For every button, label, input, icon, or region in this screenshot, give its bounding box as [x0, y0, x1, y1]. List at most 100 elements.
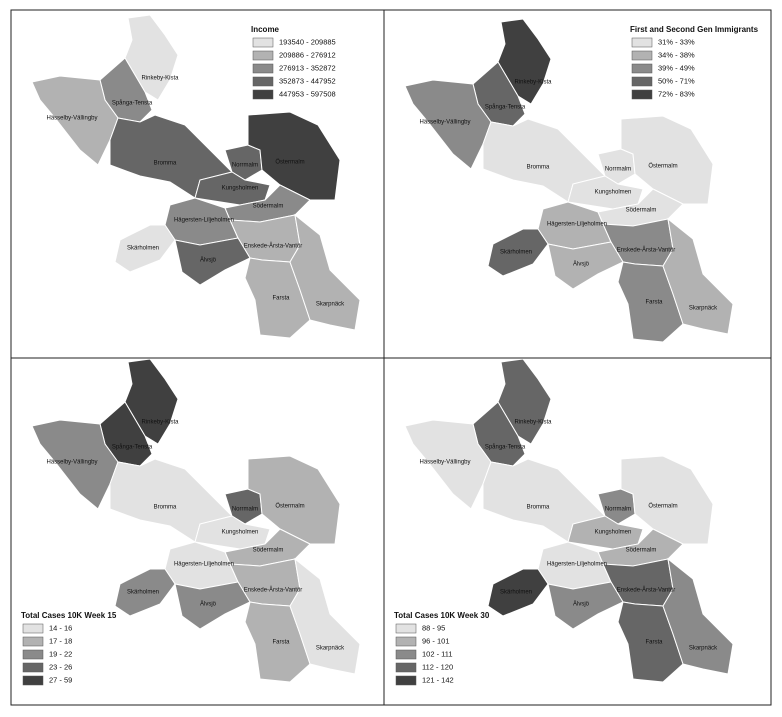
- district-label: Bromma: [154, 161, 177, 167]
- district-label: Östermalm: [275, 159, 304, 166]
- legend-label: 50% - 71%: [658, 76, 695, 85]
- district: [124, 358, 179, 445]
- district-label: Skarpnäck: [689, 646, 718, 652]
- map-panel: Rinkeby-Kista Spånga-Tensta Hässelby-Välli…: [31, 14, 361, 339]
- district-label: Farsta: [272, 640, 290, 646]
- district-label: Rinkeby-Kista: [514, 420, 552, 426]
- district-label: Södermalm: [253, 204, 284, 210]
- district: [662, 217, 734, 335]
- district-label: Norrmalm: [605, 507, 631, 513]
- district-label: Hägersten-Liljeholmen: [174, 562, 234, 568]
- district-label: Enskede-Årsta-Vantör: [617, 247, 676, 254]
- district: [289, 213, 361, 331]
- district: [547, 241, 624, 290]
- map-panel: Rinkeby-Kista Spånga-Tensta Hässelby-Välli…: [404, 18, 734, 343]
- district-label: Norrmalm: [232, 507, 258, 513]
- district-label: Kungsholmen: [595, 190, 632, 196]
- legend-label: 102 - 111: [422, 649, 453, 658]
- district-label: Norrmalm: [605, 167, 631, 173]
- district-label: Hägersten-Liljeholmen: [547, 562, 607, 568]
- legend-swatch: [395, 649, 417, 660]
- district-label: Spånga-Tensta: [112, 100, 153, 107]
- legend-swatch: [631, 37, 653, 48]
- legend-label: 39% - 49%: [658, 63, 695, 72]
- legend-title: Income: [251, 25, 280, 34]
- legend-title: Total Cases 10K Week 30: [394, 611, 490, 620]
- district-label: Hässelby-Vällingby: [419, 120, 470, 126]
- district: [114, 568, 176, 617]
- district-label: Hägersten-Liljeholmen: [547, 222, 607, 228]
- district-label: Skarpnäck: [316, 646, 345, 652]
- legend-label: 23 - 26: [49, 662, 72, 671]
- legend-swatch: [22, 636, 44, 647]
- district-label: Norrmalm: [232, 163, 258, 169]
- district-label: Farsta: [272, 296, 290, 302]
- legend-label: 72% - 83%: [658, 89, 695, 98]
- legend-swatch: [22, 675, 44, 686]
- district-label: Spånga-Tensta: [485, 444, 526, 451]
- district: [617, 601, 684, 683]
- legend-title: First and Second Gen Immigrants: [630, 25, 759, 34]
- legend-swatch: [395, 636, 417, 647]
- district-label: Östermalm: [648, 503, 677, 510]
- district-label: Hässelby-Vällingby: [46, 116, 97, 122]
- legend-swatch: [252, 63, 274, 74]
- legend-swatch: [252, 89, 274, 100]
- district-label: Älvsjö: [200, 601, 217, 608]
- district-label: Enskede-Årsta-Vantör: [244, 243, 303, 250]
- district: [662, 557, 734, 675]
- district-label: Östermalm: [275, 503, 304, 510]
- legend-swatch: [631, 63, 653, 74]
- legend-label: 31% - 33%: [658, 37, 695, 46]
- legend-label: 121 - 142: [422, 675, 454, 684]
- legend-label: 96 - 101: [422, 636, 450, 645]
- district-label: Spånga-Tensta: [112, 444, 153, 451]
- district: [244, 601, 311, 683]
- district: [124, 14, 179, 101]
- district: [497, 18, 552, 105]
- district-label: Rinkeby-Kista: [514, 80, 552, 86]
- legend-label: 34% - 38%: [658, 50, 695, 59]
- district-label: Östermalm: [648, 163, 677, 170]
- legend-label: 17 - 18: [49, 636, 72, 645]
- district-label: Skarpnäck: [316, 302, 345, 308]
- district-label: Hässelby-Vällingby: [46, 460, 97, 466]
- legend-label: 19 - 22: [49, 649, 72, 658]
- district-label: Södermalm: [253, 548, 284, 554]
- district: [497, 358, 552, 445]
- legend-label: 447953 - 597508: [279, 89, 336, 98]
- district-label: Skärholmen: [500, 250, 532, 256]
- district-label: Älvsjö: [573, 261, 590, 268]
- district-label: Södermalm: [626, 548, 657, 554]
- legend-swatch: [631, 89, 653, 100]
- legend-label: 209886 - 276912: [279, 50, 336, 59]
- district-label: Farsta: [645, 300, 663, 306]
- legend-title: Total Cases 10K Week 15: [21, 611, 117, 620]
- legend-label: 88 - 95: [422, 623, 445, 632]
- district-label: Hägersten-Liljeholmen: [174, 218, 234, 224]
- legend-label: 276913 - 352872: [279, 63, 336, 72]
- district: [617, 261, 684, 343]
- district-label: Älvsjö: [200, 257, 217, 264]
- district-label: Kungsholmen: [595, 530, 632, 536]
- legend-label: 193540 - 209885: [279, 37, 336, 46]
- legend-swatch: [395, 623, 417, 634]
- legend-swatch: [395, 675, 417, 686]
- district: [547, 581, 624, 630]
- district-label: Farsta: [645, 640, 663, 646]
- district-label: Hässelby-Vällingby: [419, 460, 470, 466]
- legend-label: 14 - 16: [49, 623, 72, 632]
- legend-swatch: [22, 623, 44, 634]
- district-label: Kungsholmen: [222, 186, 259, 192]
- district-label: Bromma: [527, 505, 550, 511]
- district: [487, 228, 549, 277]
- map-panel: Rinkeby-Kista Spånga-Tensta Hässelby-Välli…: [404, 358, 734, 683]
- district: [174, 581, 251, 630]
- district: [244, 257, 311, 339]
- district-label: Älvsjö: [573, 601, 590, 608]
- district-label: Kungsholmen: [222, 530, 259, 536]
- district: [487, 568, 549, 617]
- legend-label: 27 - 59: [49, 675, 72, 684]
- district-label: Enskede-Årsta-Vantör: [244, 587, 303, 594]
